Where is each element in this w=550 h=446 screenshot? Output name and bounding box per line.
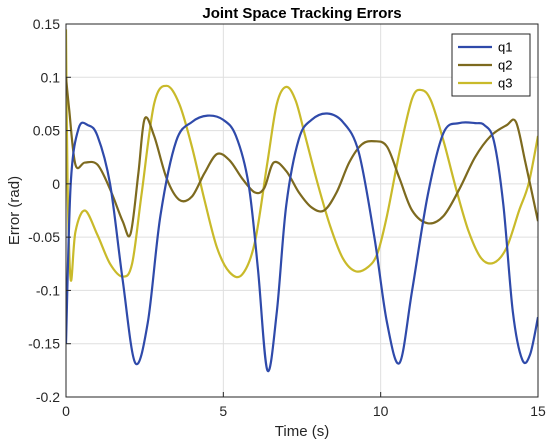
legend-label-q3: q3 bbox=[498, 76, 512, 91]
x-tick-label: 15 bbox=[530, 403, 546, 419]
legend: q1 q2 q3 bbox=[451, 33, 531, 97]
x-tick-label: 5 bbox=[219, 403, 227, 419]
x-tick-label: 0 bbox=[62, 403, 70, 419]
y-tick-label: -0.15 bbox=[28, 336, 60, 352]
y-tick-label: 0 bbox=[52, 176, 60, 192]
y-axis-label: Error (rad) bbox=[6, 176, 23, 245]
legend-label-q2: q2 bbox=[498, 58, 512, 73]
y-tick-label: -0.05 bbox=[28, 229, 60, 245]
series-line-q2 bbox=[66, 77, 538, 238]
series-layer bbox=[66, 29, 538, 373]
y-tick-label: -0.2 bbox=[36, 389, 60, 405]
tick-layer: 0 5 10 15 -0.2 -0.15 -0.1 -0.05 0 0.05 0.1 0.15 bbox=[28, 16, 546, 419]
axes-box bbox=[65, 23, 539, 398]
chart-title: Joint Space Tracking Errors bbox=[202, 5, 401, 22]
y-tick-label: 0.15 bbox=[33, 16, 60, 32]
x-tick-label: 10 bbox=[373, 403, 389, 419]
x-axis-label: Time (s) bbox=[275, 423, 329, 440]
legend-label-q1: q1 bbox=[498, 40, 512, 55]
series-line-q1 bbox=[66, 112, 538, 373]
y-tick-label: -0.1 bbox=[36, 282, 60, 298]
y-tick-label: 0.05 bbox=[33, 123, 60, 139]
series-line-q3 bbox=[66, 29, 538, 282]
y-tick-label: 0.1 bbox=[41, 69, 61, 85]
